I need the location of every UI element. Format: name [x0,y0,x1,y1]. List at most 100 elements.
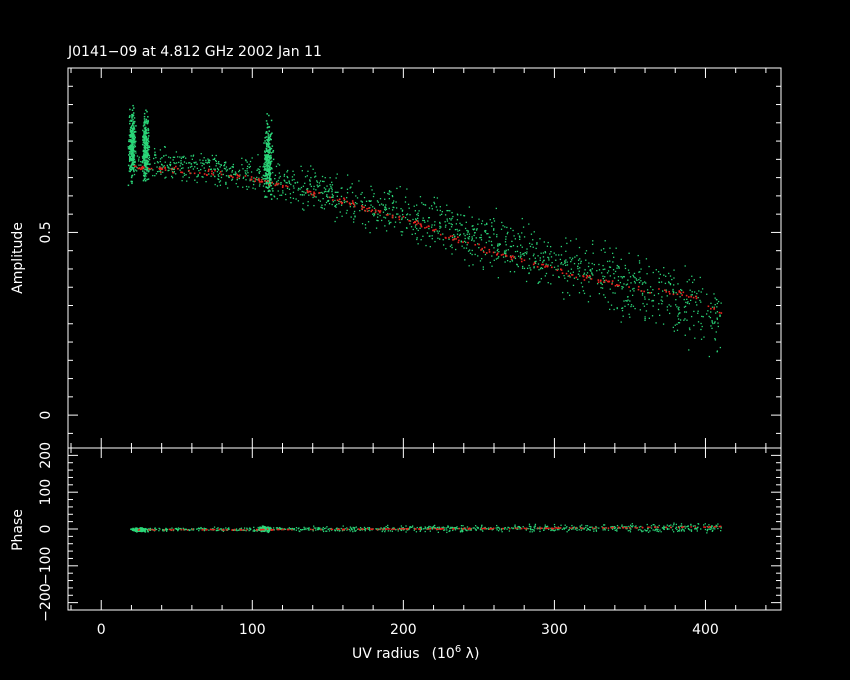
data-point [447,526,450,528]
data-point [228,527,230,529]
data-point [197,174,199,176]
model-point [586,275,589,277]
model-point [408,219,410,222]
data-point [448,222,450,224]
model-point [331,528,334,531]
data-point [222,530,225,532]
data-point [325,188,327,190]
data-point [183,528,186,531]
data-point [658,524,660,527]
model-point [208,168,210,171]
data-point [647,527,649,529]
data-point [656,526,658,528]
data-point [142,149,145,152]
data-point [270,157,272,160]
data-point [328,530,331,532]
model-point [436,528,438,531]
data-point [393,206,395,209]
model-point [250,176,253,178]
data-point [563,298,565,300]
data-point [302,202,304,205]
model-point [211,170,213,173]
data-point [434,524,436,527]
data-point [364,527,367,530]
data-point [646,273,648,275]
data-point [472,527,474,529]
data-point [346,192,349,194]
data-point [202,159,204,162]
data-point [269,164,271,166]
data-point [257,154,259,156]
data-point [589,276,591,278]
data-point [334,191,336,193]
data-point [640,280,642,282]
data-point [133,155,136,157]
data-point [148,146,151,148]
data-point [131,127,134,130]
data-point [434,240,436,243]
data-point [700,528,702,530]
data-point [178,161,180,164]
model-point [231,529,233,531]
data-point [274,174,277,176]
model-point [313,191,315,194]
data-point [188,176,190,179]
model-point [374,211,377,214]
data-point [349,205,352,208]
data-point [128,139,130,141]
data-point [189,162,191,164]
data-point [177,530,179,532]
data-point [264,163,266,166]
model-point [597,281,600,283]
data-point [440,226,442,228]
data-point [689,529,691,531]
data-point [131,182,133,185]
data-point [603,524,606,526]
data-point [422,235,424,237]
data-point [580,282,583,284]
model-point [637,288,640,291]
data-point [145,129,147,131]
data-point [192,154,195,156]
data-point [145,175,147,177]
data-point [719,315,721,317]
data-point [351,191,354,194]
data-point [569,257,571,259]
model-point [426,528,429,530]
data-point [534,262,537,265]
data-point [134,161,136,164]
data-point [359,529,361,532]
data-point [390,191,392,193]
x-axis-label-main: UV radius [352,646,420,662]
data-point [418,210,420,212]
data-point [453,238,455,241]
data-point [240,527,243,529]
data-point [243,527,246,529]
data-point [354,215,356,217]
data-point [144,135,147,138]
model-point [141,168,143,170]
data-point [212,158,214,161]
data-point [144,165,147,168]
data-point [261,525,264,527]
data-point [129,170,131,173]
data-point [663,528,665,530]
data-point [433,231,436,233]
data-point [133,122,135,125]
data-point [402,213,404,216]
data-point [388,190,391,192]
data-point [644,281,646,283]
data-point [459,530,462,532]
data-point [201,528,204,530]
data-point [481,220,484,222]
data-point [133,137,136,140]
data-point [255,530,257,532]
data-point [239,528,241,530]
model-point [143,166,145,169]
data-point [147,160,150,163]
data-point [489,218,491,221]
data-point [284,180,286,182]
data-point [235,182,237,185]
data-point [217,169,220,171]
data-point [410,226,413,228]
